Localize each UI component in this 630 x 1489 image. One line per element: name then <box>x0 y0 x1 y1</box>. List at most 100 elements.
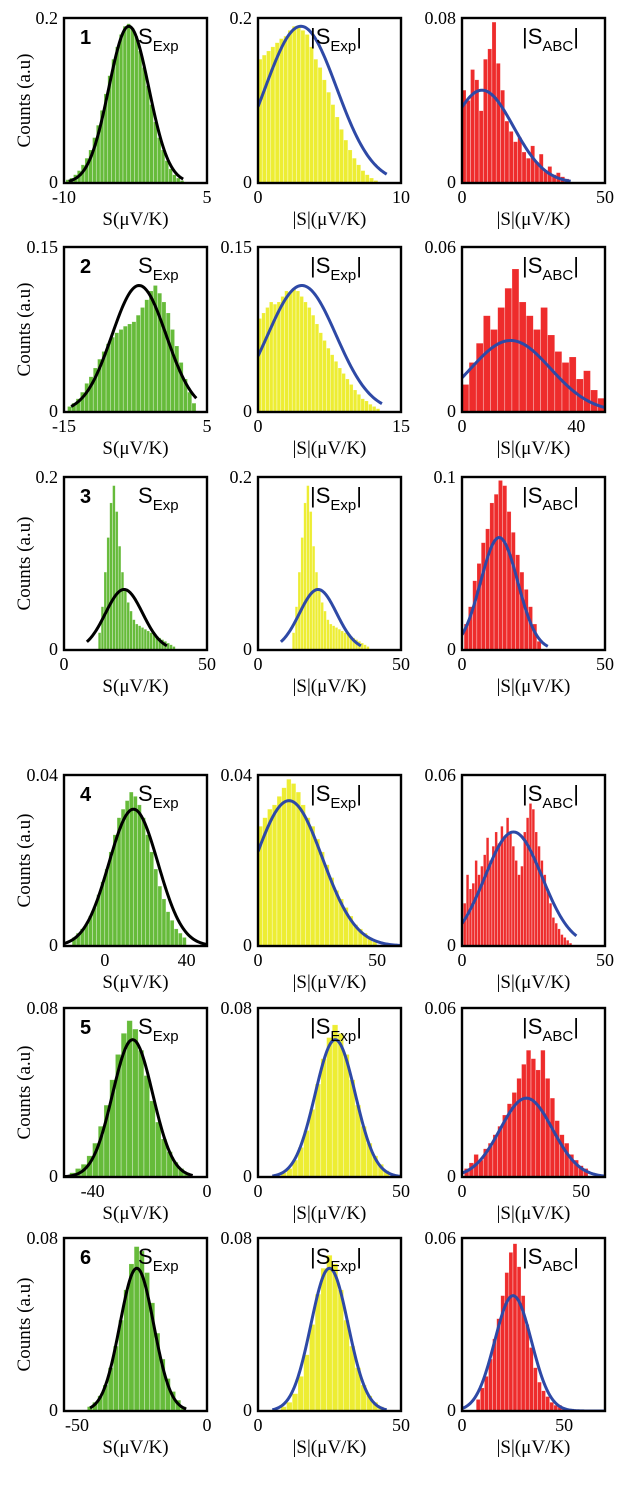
panel-symbol: |SABC| <box>522 24 579 55</box>
histogram-bar <box>107 75 112 183</box>
histogram-bar <box>133 796 138 946</box>
histogram-bar <box>118 329 124 412</box>
histogram-bar <box>270 46 276 183</box>
axes-frame <box>62 245 209 414</box>
histogram-bar <box>462 89 467 183</box>
histogram-bar <box>551 917 555 946</box>
histogram-bar <box>109 502 113 650</box>
histogram-bar <box>276 301 281 412</box>
histogram-bar <box>300 804 306 946</box>
histogram-bar <box>376 408 380 412</box>
histogram-bar <box>476 563 482 650</box>
histogram-panel-4-3: 0 0.06 0 50 |S|(μV/K) |SABC| <box>425 765 615 993</box>
y-tick-label: 0 <box>243 1400 252 1420</box>
histogram-bar <box>497 1126 503 1177</box>
histogram-bar <box>161 149 165 183</box>
x-tick-label: 0 <box>458 416 467 436</box>
histogram-bar <box>131 321 137 412</box>
histogram-bar <box>317 67 323 183</box>
histogram-bar <box>154 1332 161 1411</box>
histogram-bar <box>174 345 180 412</box>
histogram-bar <box>157 293 162 412</box>
panel-symbol: |SExp| <box>310 253 362 284</box>
histogram-bar <box>494 831 498 946</box>
x-axis-label: |S|(μV/K) <box>497 438 571 459</box>
histogram-bar <box>303 301 308 412</box>
histogram-bar <box>272 804 277 946</box>
histogram-bar <box>161 898 167 946</box>
histogram-bar <box>476 1399 481 1411</box>
gaussian-fit-curve <box>64 807 207 946</box>
panel-number: 3 <box>80 486 91 508</box>
histogram-bar <box>174 928 179 946</box>
histogram-bar <box>519 301 527 412</box>
histogram-bar <box>563 937 567 946</box>
x-tick-label: 50 <box>596 187 614 207</box>
panel-number: 6 <box>80 1247 91 1269</box>
x-tick-label: 0 <box>458 1415 467 1435</box>
histogram-bar <box>315 1294 321 1411</box>
histogram-bar <box>474 860 478 946</box>
histogram-bar <box>337 629 341 650</box>
histogram-bar <box>283 35 288 183</box>
histogram-bar <box>178 932 183 946</box>
histogram-bar <box>280 296 285 412</box>
histogram-bar <box>480 866 484 946</box>
histogram-bar <box>323 610 327 650</box>
y-tick-label: 0 <box>243 639 252 659</box>
histogram-bar <box>492 1134 498 1177</box>
histogram-bar <box>526 1050 532 1177</box>
histogram-bar <box>356 394 361 412</box>
histogram-bar <box>120 571 124 650</box>
histogram-bar <box>364 400 369 412</box>
histogram-bar <box>319 851 325 946</box>
y-tick-label: 0.04 <box>221 765 253 785</box>
y-tick-label: 0 <box>49 639 58 659</box>
histogram-bar <box>468 606 473 650</box>
histogram-bar <box>286 1402 293 1411</box>
histogram-bar <box>297 1376 304 1411</box>
histogram-bar <box>332 1263 338 1411</box>
x-axis-label: |S|(μV/K) <box>293 676 367 697</box>
histogram-bar <box>533 1367 538 1411</box>
histogram-bar <box>524 589 529 650</box>
histogram-bar <box>146 630 150 650</box>
histogram-bar <box>483 315 491 412</box>
histogram-bar <box>292 288 297 412</box>
x-tick-label: 50 <box>392 654 410 674</box>
histogram-bar <box>304 34 310 183</box>
x-axis-label: S(μV/K) <box>102 1437 168 1458</box>
histogram-bar <box>529 1347 534 1411</box>
x-axis-label: |S|(μV/K) <box>497 1437 571 1458</box>
y-axis-label: Counts (a.u) <box>14 54 35 148</box>
histogram-bar <box>115 46 120 183</box>
histogram-bar <box>100 606 104 650</box>
histogram-bar <box>158 637 162 650</box>
histogram-bar <box>149 1302 155 1411</box>
histogram-bar <box>118 546 122 650</box>
histogram-bar <box>187 392 192 412</box>
histogram-panel-2-2: 0 0.15 0 15 |S|(μV/K) |SExp| <box>221 237 411 459</box>
x-tick-label: -10 <box>52 187 76 207</box>
histogram-bar <box>514 860 518 946</box>
histogram-bar <box>157 137 162 183</box>
x-tick-label: 0 <box>100 950 109 970</box>
y-tick-label: 0.08 <box>27 998 59 1018</box>
histogram-bar <box>525 1324 530 1411</box>
histogram-bar <box>315 323 319 412</box>
x-tick-label: 0 <box>60 654 69 674</box>
histogram-panel-4-1: 0 0.04 0 40 S(μV/K) Counts (a.u) 4 SExp <box>14 765 209 993</box>
histogram-bar <box>360 642 364 650</box>
axes-frame <box>460 1236 607 1413</box>
histogram-bar <box>305 817 311 946</box>
histogram-bar <box>326 1255 333 1411</box>
y-tick-label: 0 <box>49 172 58 192</box>
histogram-bar <box>119 34 124 183</box>
x-axis-label: S(μV/K) <box>102 676 168 697</box>
y-tick-label: 0 <box>49 1166 58 1186</box>
histogram-bar <box>497 307 505 412</box>
gaussian-fit-curve <box>462 88 571 183</box>
x-tick-label: 5 <box>203 416 212 436</box>
panel-symbol: SExp <box>138 1014 179 1045</box>
y-axis-label: Counts (a.u) <box>14 1046 35 1140</box>
